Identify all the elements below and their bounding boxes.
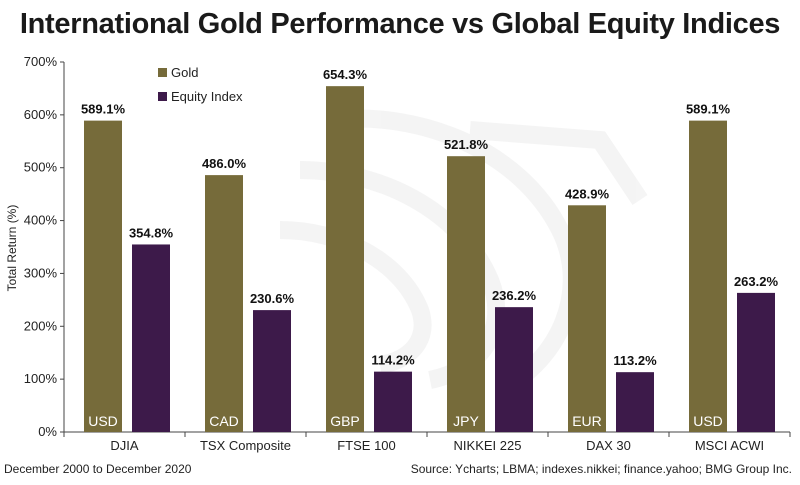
gold-bar (326, 86, 364, 433)
data-label: 521.8% (444, 137, 489, 152)
legend-label: Gold (171, 65, 198, 80)
data-label: 428.9% (565, 186, 610, 201)
currency-label: GBP (330, 413, 360, 429)
axes: 0% 100% 200% 300% 400% 500% 600% 700% DJIA TSX Co… (24, 54, 791, 453)
data-label: 589.1% (686, 102, 731, 117)
data-label: 230.6% (250, 291, 295, 306)
equity-bar (737, 292, 775, 432)
y-tick-label: 100% (24, 371, 58, 386)
x-category-label: DJIA (110, 438, 139, 453)
x-category-label: TSX Composite (200, 438, 291, 453)
gold-bar (84, 120, 122, 433)
x-category-label: FTSE 100 (337, 438, 396, 453)
data-label: 354.8% (129, 225, 174, 240)
y-tick-label: 700% (24, 54, 58, 69)
data-label: 113.2% (613, 353, 657, 368)
gold-bar (205, 175, 243, 432)
data-label: 114.2% (371, 353, 415, 368)
gold-bar (568, 205, 606, 432)
currency-label: EUR (572, 413, 602, 429)
y-tick-label: 600% (24, 107, 58, 122)
legend-swatch-equity (158, 92, 167, 101)
y-tick-label: 0% (38, 424, 57, 439)
gold-bar (447, 156, 485, 433)
y-tick-label: 400% (24, 213, 58, 228)
data-label: 263.2% (734, 274, 779, 289)
data-label: 236.2% (492, 288, 537, 303)
data-label: 486.0% (202, 156, 247, 171)
x-category-label: NIKKEI 225 (454, 438, 522, 453)
data-label: 589.1% (81, 102, 126, 117)
gold-bar (689, 120, 727, 433)
equity-bar (253, 310, 291, 432)
equity-bar (495, 307, 533, 432)
equity-bar (132, 244, 170, 432)
data-label: 654.3% (323, 67, 368, 82)
equity-bar (616, 372, 654, 432)
legend: Gold Equity Index (158, 65, 243, 104)
currency-label: CAD (209, 413, 239, 429)
x-category-label: MSCI ACWI (695, 438, 764, 453)
date-range-note: December 2000 to December 2020 (4, 462, 192, 476)
equity-bar (374, 371, 412, 432)
y-tick-label: 200% (24, 318, 58, 333)
x-category-label: DAX 30 (586, 438, 631, 453)
bars (84, 86, 775, 433)
y-axis-title: Total Return (%) (5, 205, 19, 292)
currency-label: JPY (453, 413, 479, 429)
bar-labels: 589.1% 354.8% USD 486.0% 230.6% CAD 654.3% 114.… (81, 67, 779, 429)
currency-label: USD (88, 413, 118, 429)
legend-label: Equity Index (171, 89, 243, 104)
legend-swatch-gold (158, 68, 167, 77)
y-tick-label: 300% (24, 265, 58, 280)
y-tick-label: 500% (24, 160, 58, 175)
chart-title: International Gold Performance vs Global… (19, 8, 781, 40)
currency-label: USD (693, 413, 723, 429)
source-note: Source: Ycharts; LBMA; indexes.nikkei; f… (410, 462, 792, 476)
